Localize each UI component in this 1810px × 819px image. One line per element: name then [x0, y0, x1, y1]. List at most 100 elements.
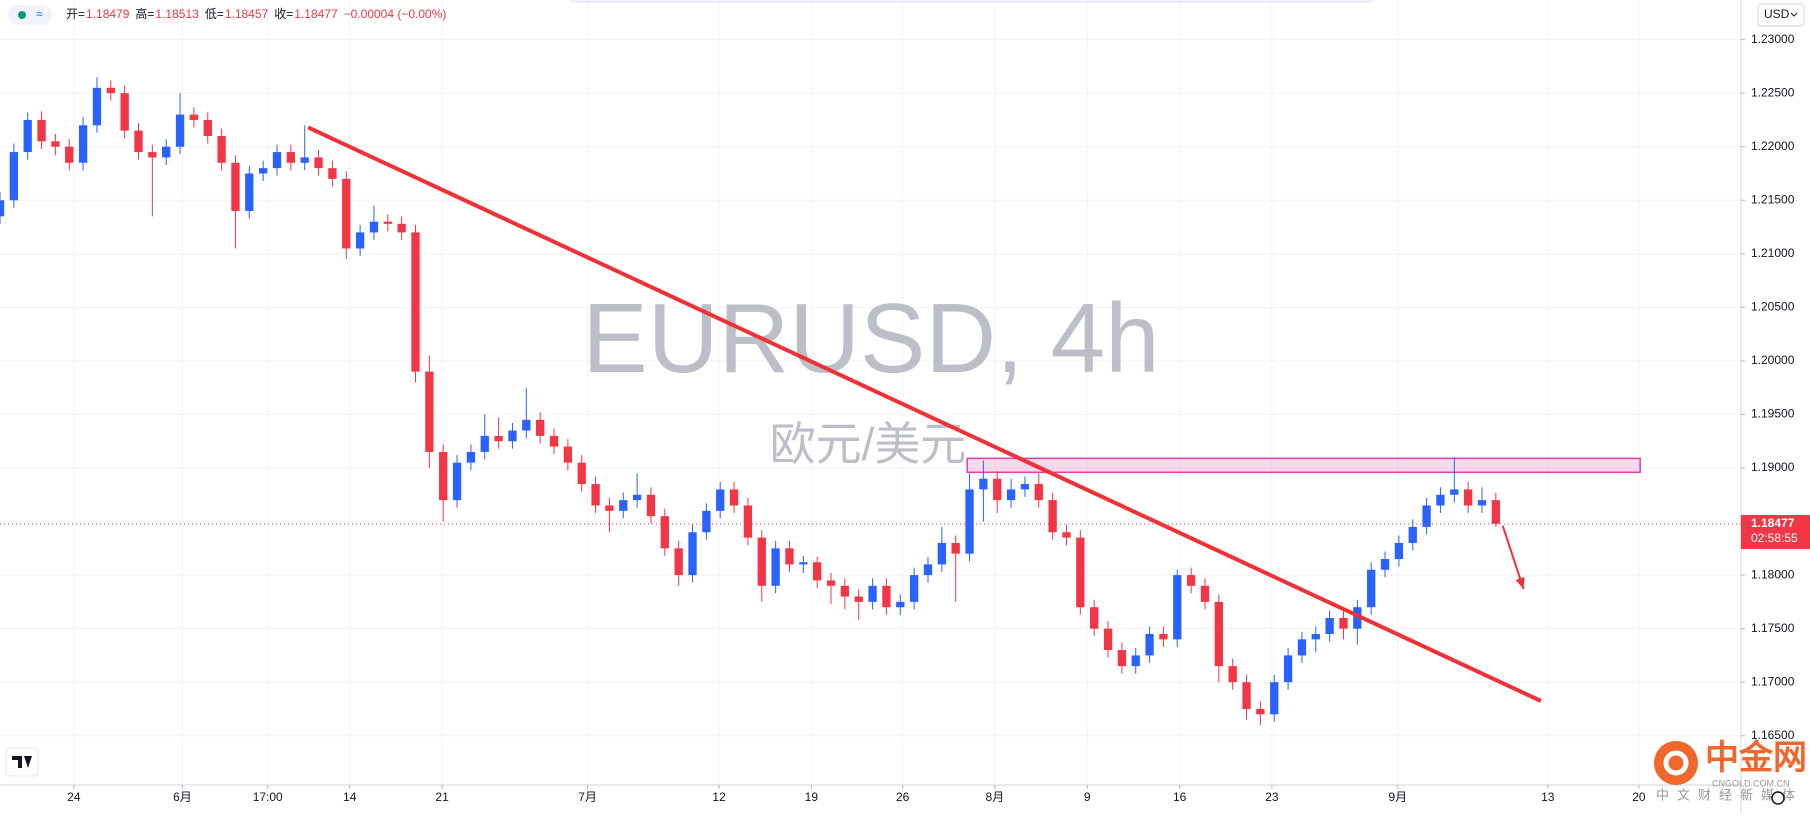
arrow-head — [1515, 577, 1525, 590]
logo-circle — [1654, 741, 1698, 785]
currency-caret — [1790, 12, 1798, 17]
arrow — [1501, 525, 1525, 590]
candle-body — [425, 371, 434, 452]
x-tick-label: 13 — [1541, 790, 1555, 804]
candle-body — [1270, 682, 1279, 715]
candle-body — [1131, 655, 1140, 667]
candle-body — [1408, 526, 1417, 543]
candle-body — [1145, 633, 1154, 656]
candle-body — [1463, 489, 1473, 506]
candle-body — [896, 601, 905, 608]
grid — [0, 0, 1741, 785]
candle-body — [494, 435, 503, 442]
candle-body — [342, 178, 351, 249]
candle-body — [9, 152, 19, 201]
candle-body — [757, 537, 766, 586]
x-tick-label: 9 — [1084, 790, 1091, 804]
x-tick-label: 14 — [343, 790, 357, 804]
candle-body — [189, 114, 199, 120]
candle-body — [743, 505, 753, 538]
ohlc-label: 高= — [135, 6, 154, 21]
candle-body — [909, 575, 919, 602]
candle-body — [148, 152, 157, 158]
y-tick-label: 1.19000 — [1751, 460, 1795, 474]
logo-name: 中金网 — [1705, 738, 1807, 777]
candle-body — [1436, 494, 1445, 506]
x-tick-label: 17:00 — [253, 790, 283, 804]
currency-button[interactable] — [1757, 3, 1805, 27]
candle-body — [106, 87, 115, 94]
candle-body — [1214, 601, 1223, 667]
x-tick-label: 6月 — [173, 790, 192, 804]
candle-body — [1477, 500, 1487, 506]
candle-body — [1353, 607, 1362, 629]
candle-body — [826, 580, 836, 586]
candle-body — [1339, 617, 1348, 629]
candle-body — [0, 200, 5, 217]
candle-body — [23, 119, 32, 153]
candle-body — [1325, 617, 1334, 634]
candle-body — [729, 489, 739, 506]
candle-body — [466, 451, 476, 463]
candle-body — [1048, 500, 1057, 533]
candle-body — [300, 157, 309, 163]
status-icon: ≈ — [36, 7, 43, 21]
candle-body — [203, 119, 212, 137]
x-tick-label: 19 — [805, 790, 819, 804]
candle-body — [1020, 484, 1030, 490]
candle-body — [854, 596, 863, 602]
candle-body — [1311, 633, 1320, 640]
candle-body — [965, 489, 974, 554]
settings-icon[interactable] — [1771, 791, 1785, 805]
candle-body — [1380, 559, 1390, 570]
candle-body — [1283, 655, 1293, 683]
candle-body — [577, 462, 586, 485]
candle-body — [51, 141, 60, 147]
candle-body — [1297, 639, 1307, 656]
candle-body — [1200, 585, 1210, 602]
candle-body — [840, 585, 850, 597]
candle-body — [65, 146, 74, 163]
y-tick-label: 1.20500 — [1751, 300, 1795, 314]
candle-body — [397, 223, 406, 233]
trendline — [307, 125, 1542, 703]
status-pill[interactable] — [8, 5, 52, 25]
candle-body — [383, 221, 392, 224]
x-tick-label: 8月 — [986, 790, 1005, 804]
candle-body — [937, 542, 946, 565]
candle-body — [328, 168, 337, 179]
candle-body — [1422, 505, 1431, 527]
candle-body — [674, 548, 683, 576]
candle-body — [619, 500, 628, 511]
x-tick-label: 16 — [1173, 790, 1187, 804]
y-tick-label: 1.18000 — [1751, 567, 1795, 581]
x-tick-label: 20 — [1632, 790, 1646, 804]
plot — [0, 77, 1741, 726]
x-tick-label: 21 — [435, 790, 449, 804]
candle-body — [452, 462, 462, 501]
watermark-subtitle: 欧元/美元 — [770, 418, 967, 470]
candle-body — [175, 114, 185, 147]
x-tick-label: 23 — [1265, 790, 1279, 804]
ohlc-value: 1.18479 — [86, 7, 130, 21]
candle-body — [771, 548, 780, 586]
candle-body — [217, 136, 226, 163]
y-tick-label: 1.23000 — [1751, 32, 1795, 46]
candle-body — [563, 446, 573, 463]
candle-body — [632, 494, 642, 501]
x-tick-label: 9月 — [1388, 790, 1407, 804]
y-tick-label: 1.17500 — [1751, 621, 1795, 635]
header: 开= 1.18479 高= 1.18513 低= 1.18457 收= 1.18477 −0.0… — [66, 6, 446, 21]
x-tick-label: 26 — [896, 790, 910, 804]
candle-body — [369, 221, 379, 233]
candle-body — [439, 451, 448, 501]
candle-body — [882, 585, 891, 608]
candle-body — [1367, 569, 1376, 608]
logo-mark — [1663, 750, 1689, 776]
watermark: EURUSD, 4h — [582, 283, 1159, 393]
candle-body — [1103, 628, 1113, 651]
candle-body — [951, 542, 960, 554]
last-price-tag — [1741, 515, 1810, 550]
candle-body — [799, 562, 808, 565]
